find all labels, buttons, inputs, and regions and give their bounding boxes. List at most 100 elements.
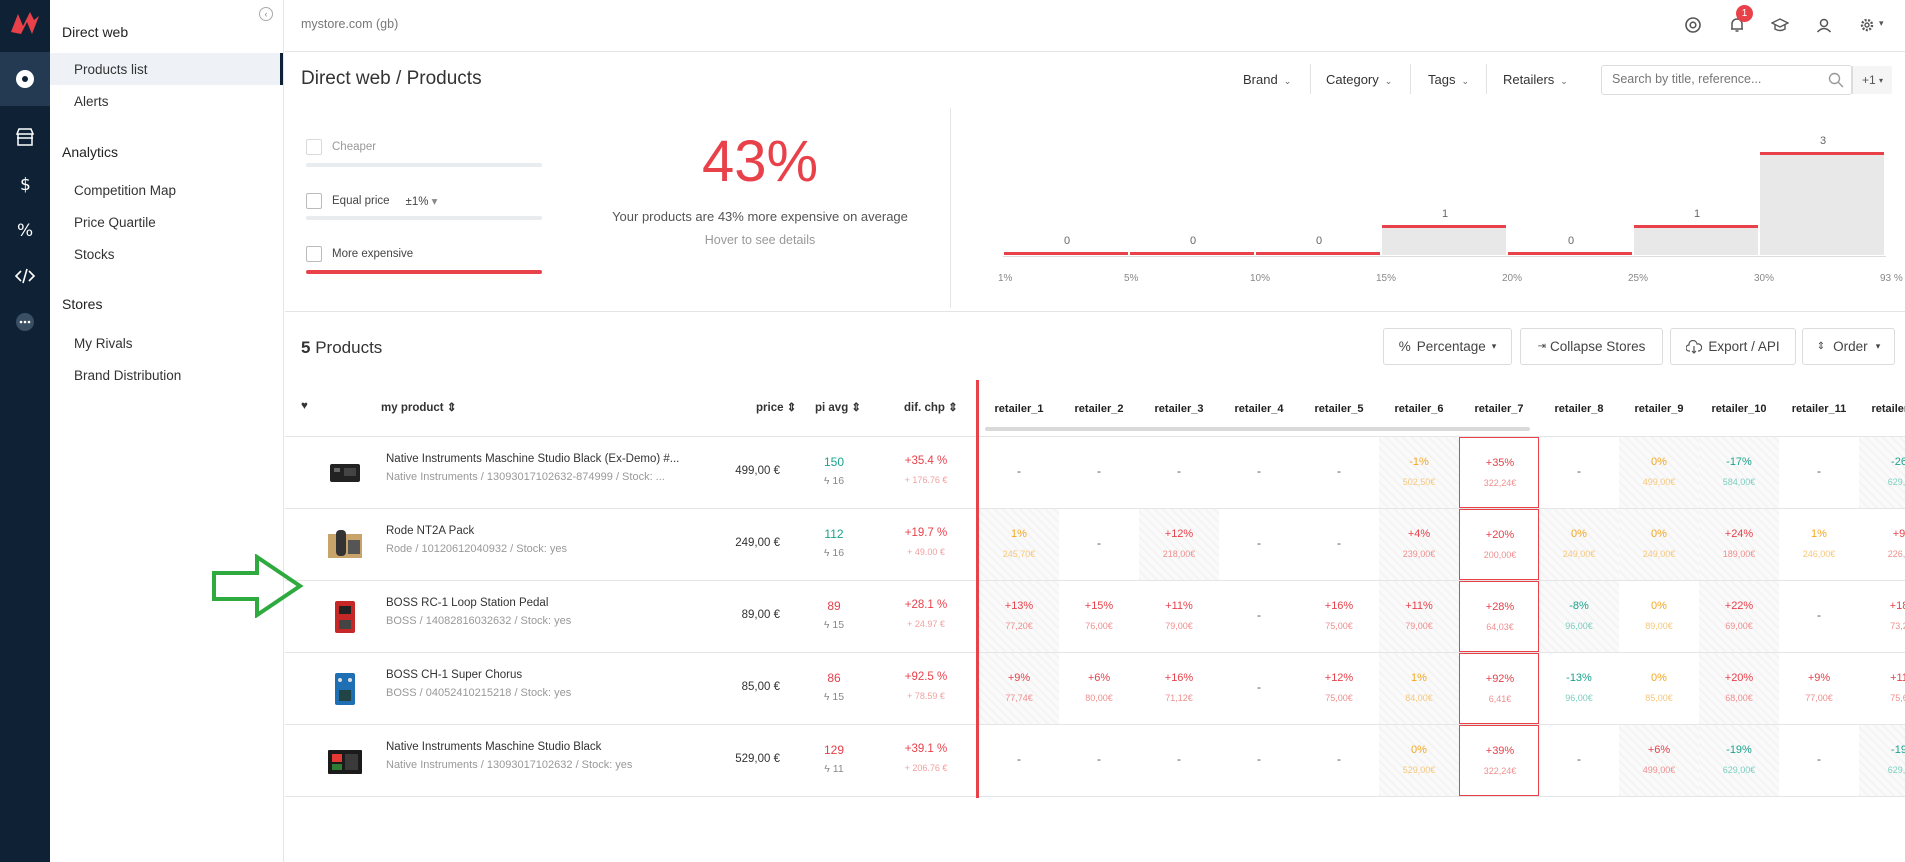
header-retailer[interactable]: retailer_7 — [1474, 403, 1524, 415]
category-filter[interactable]: Category ⌄ — [1326, 72, 1393, 87]
retailer-cell[interactable]: +9% 77,00€ — [1779, 653, 1859, 724]
histogram-bar[interactable] — [1256, 252, 1380, 255]
retailer-cell[interactable]: -13% 96,00€ — [1539, 653, 1619, 724]
retailer-cell[interactable]: 0% 529,00€ — [1379, 725, 1459, 796]
export-api-button[interactable]: Export / API — [1670, 328, 1796, 365]
brand-filter[interactable]: Brand ⌄ — [1243, 72, 1292, 87]
sidebar-item-brand-distribution[interactable]: Brand Distribution — [74, 367, 182, 383]
settings-chevron-icon[interactable]: ▾ — [1879, 18, 1884, 28]
cheaper-filter[interactable]: Cheaper — [306, 137, 376, 157]
retailer-cell[interactable]: 0% 85,00€ — [1619, 653, 1699, 724]
retailer-cell[interactable]: - — [1299, 437, 1379, 508]
histogram-bar[interactable] — [1382, 225, 1506, 255]
retailer-cell[interactable]: -19% 629,00€ — [1699, 725, 1779, 796]
retailer-cell[interactable]: - — [1299, 509, 1379, 580]
retailer-cell[interactable]: 1% 245,70€ — [979, 509, 1059, 580]
order-button[interactable]: ⇕ Order ▾ — [1802, 328, 1895, 365]
histogram-bar[interactable] — [1760, 152, 1884, 255]
product-name[interactable]: BOSS CH-1 Super Chorus — [386, 669, 523, 681]
retailer-cell[interactable]: - — [1139, 437, 1219, 508]
header-retailer[interactable]: retailer_9 — [1634, 403, 1684, 415]
retailer-cell[interactable]: - — [1299, 725, 1379, 796]
retailer-cell[interactable]: +6% 80,00€ — [1059, 653, 1139, 724]
retailer-cell[interactable]: - — [1139, 725, 1219, 796]
retailer-cell[interactable]: +28% 64,03€ — [1459, 581, 1539, 652]
header-retailer[interactable]: retailer_2 — [1074, 403, 1124, 415]
store-selector[interactable]: mystore.com (gb) — [301, 17, 399, 31]
retailer-cell[interactable]: -26 629,0 — [1859, 437, 1905, 508]
sidebar-item-products-list[interactable]: Products list — [50, 53, 283, 85]
retailer-cell[interactable]: - — [1779, 725, 1859, 796]
retailer-cell[interactable]: 1% 246,00€ — [1779, 509, 1859, 580]
retailer-cell[interactable]: +16% 71,12€ — [1139, 653, 1219, 724]
retailer-cell[interactable]: - — [1779, 437, 1859, 508]
retailer-cell[interactable]: - — [979, 725, 1059, 796]
sidebar-item-price-quartile[interactable]: Price Quartile — [74, 214, 156, 230]
retailer-cell[interactable]: - — [1219, 437, 1299, 508]
more-expensive-filter[interactable]: More expensive — [306, 244, 413, 264]
product-thumbnail[interactable] — [326, 742, 364, 780]
retailer-cell[interactable]: 0% 499,00€ — [1619, 437, 1699, 508]
checkbox[interactable] — [306, 193, 322, 209]
retailer-cell[interactable]: -19 629,0 — [1859, 725, 1905, 796]
product-thumbnail[interactable] — [326, 454, 364, 492]
header-retailer[interactable]: retailer_11 — [1791, 403, 1847, 415]
retailer-cell[interactable]: +11% 79,00€ — [1139, 581, 1219, 652]
retailer-cell[interactable]: +39% 322,24€ — [1459, 725, 1539, 796]
retailer-cell[interactable]: +11% 79,00€ — [1379, 581, 1459, 652]
tags-filter[interactable]: Tags ⌄ — [1428, 72, 1470, 87]
sidebar-item-competition-map[interactable]: Competition Map — [74, 182, 177, 198]
direct-web-nav[interactable] — [0, 52, 50, 106]
horizontal-scrollbar[interactable] — [985, 427, 1530, 431]
retailer-cell[interactable]: +12% 218,00€ — [1139, 509, 1219, 580]
retailer-cell[interactable]: +92% 6,41€ — [1459, 653, 1539, 724]
retailer-cell[interactable]: 0% 249,00€ — [1619, 509, 1699, 580]
retailer-cell[interactable]: -17% 584,00€ — [1699, 437, 1779, 508]
stores-nav[interactable] — [0, 110, 50, 164]
tolerance-select[interactable]: ±1% ▾ — [405, 196, 438, 208]
histogram-bar[interactable] — [1634, 225, 1758, 255]
header-pi-avg[interactable]: pi avg ⇕ — [815, 402, 862, 414]
retailer-cell[interactable]: -8% 96,00€ — [1539, 581, 1619, 652]
retailer-cell[interactable]: +9% 77,74€ — [979, 653, 1059, 724]
gear-icon[interactable] — [1856, 14, 1878, 36]
percentage-button[interactable]: % Percentage ▾ — [1383, 328, 1512, 365]
product-name[interactable]: Native Instruments Maschine Studio Black… — [386, 453, 680, 465]
equal-filter[interactable]: Equal price ±1% ▾ — [306, 191, 437, 211]
retailer-cell[interactable]: +6% 499,00€ — [1619, 725, 1699, 796]
retailers-filter[interactable]: Retailers ⌄ — [1503, 72, 1568, 87]
retailer-cell[interactable]: - — [1539, 725, 1619, 796]
retailer-cell[interactable]: - — [1219, 725, 1299, 796]
retailer-cell[interactable]: +22% 69,00€ — [1699, 581, 1779, 652]
retailer-cell[interactable]: +9 226,0 — [1859, 509, 1905, 580]
brand-logo[interactable] — [8, 10, 42, 36]
product-thumbnail[interactable] — [326, 598, 364, 636]
header-retailer[interactable]: retailer_6 — [1394, 403, 1444, 415]
retailer-cell[interactable]: - — [1779, 581, 1859, 652]
retailer-cell[interactable]: +16% 75,00€ — [1299, 581, 1379, 652]
checkbox[interactable] — [306, 246, 322, 262]
header-product[interactable]: my product ⇕ — [381, 402, 457, 414]
user-icon[interactable] — [1813, 14, 1835, 36]
header-retailer[interactable]: retailer_1 — [994, 403, 1044, 415]
collapse-stores-button[interactable]: ⇥ Collapse Stores — [1520, 328, 1663, 365]
retailer-cell[interactable]: - — [1059, 509, 1139, 580]
header-dif-chp[interactable]: dif. chp ⇕ — [904, 402, 958, 414]
discounts-nav[interactable]: % — [0, 203, 50, 257]
retailer-cell[interactable]: +13% 77,20€ — [979, 581, 1059, 652]
header-retailer[interactable]: retailer_8 — [1554, 403, 1604, 415]
sidebar-item-stocks[interactable]: Stocks — [74, 246, 115, 262]
product-thumbnail[interactable] — [326, 526, 364, 564]
checkbox[interactable] — [306, 139, 322, 155]
retailer-cell[interactable]: +20% 68,00€ — [1699, 653, 1779, 724]
histogram-bar[interactable] — [1004, 252, 1128, 255]
more-nav[interactable] — [0, 295, 50, 349]
retailer-cell[interactable]: - — [979, 437, 1059, 508]
retailer-cell[interactable]: -1% 502,50€ — [1379, 437, 1459, 508]
retailer-cell[interactable]: +12% 75,00€ — [1299, 653, 1379, 724]
header-retailer[interactable]: retailer_3 — [1154, 403, 1204, 415]
favorite-column-icon[interactable]: ♥ — [301, 400, 308, 412]
header-retailer[interactable]: retailer_10 — [1711, 403, 1767, 415]
retailer-cell[interactable]: 1% 84,00€ — [1379, 653, 1459, 724]
search-icon[interactable] — [1828, 72, 1844, 88]
